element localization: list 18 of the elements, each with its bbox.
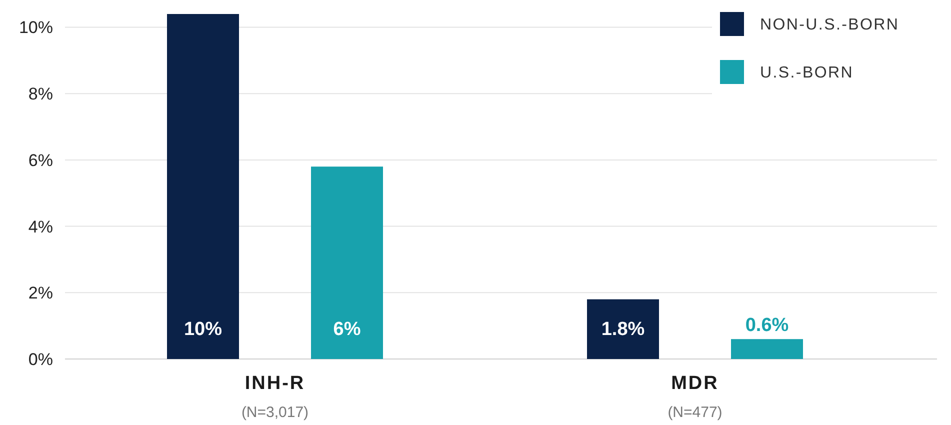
- y-tick-label: 8%: [28, 84, 53, 104]
- bar: [167, 14, 239, 359]
- data-label: 0.6%: [745, 315, 789, 336]
- data-label: 10%: [184, 319, 222, 340]
- data-label: 6%: [333, 319, 361, 340]
- y-tick-label: 0%: [28, 350, 53, 369]
- x-tick-label: INH-R (N=3,017): [241, 373, 309, 421]
- bar: [731, 339, 803, 359]
- y-tick-label: 4%: [28, 217, 53, 236]
- bar: [311, 166, 383, 359]
- x-tick-label: MDR (N=477): [668, 373, 722, 421]
- data-label: 1.8%: [601, 319, 645, 340]
- bar: [587, 299, 659, 359]
- y-tick-label: 6%: [28, 150, 53, 170]
- legend-label: NON-U.S.-BORN: [760, 16, 900, 34]
- y-tick-label: 10%: [18, 18, 53, 38]
- legend-label: U.S.-BORN: [760, 64, 854, 82]
- y-tick-label: 2%: [28, 284, 53, 303]
